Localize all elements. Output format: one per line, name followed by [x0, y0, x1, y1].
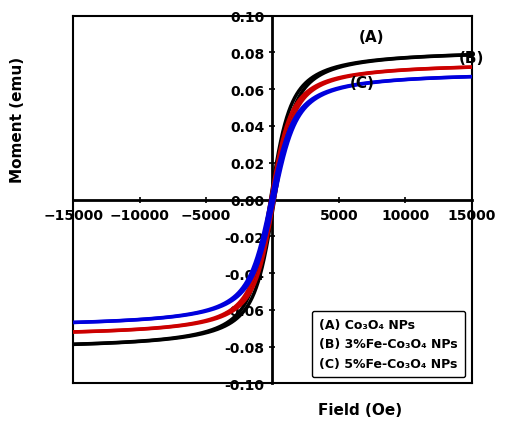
Text: (C): (C) — [349, 76, 374, 91]
Legend: (A) Co₃O₄ NPs, (B) 3%Fe-Co₃O₄ NPs, (C) 5%Fe-Co₃O₄ NPs: (A) Co₃O₄ NPs, (B) 3%Fe-Co₃O₄ NPs, (C) 5… — [312, 311, 465, 377]
X-axis label: Field (Oe): Field (Oe) — [318, 402, 402, 417]
Text: (B): (B) — [458, 50, 484, 66]
Y-axis label: Moment (emu): Moment (emu) — [11, 56, 25, 182]
Text: (A): (A) — [359, 30, 384, 45]
